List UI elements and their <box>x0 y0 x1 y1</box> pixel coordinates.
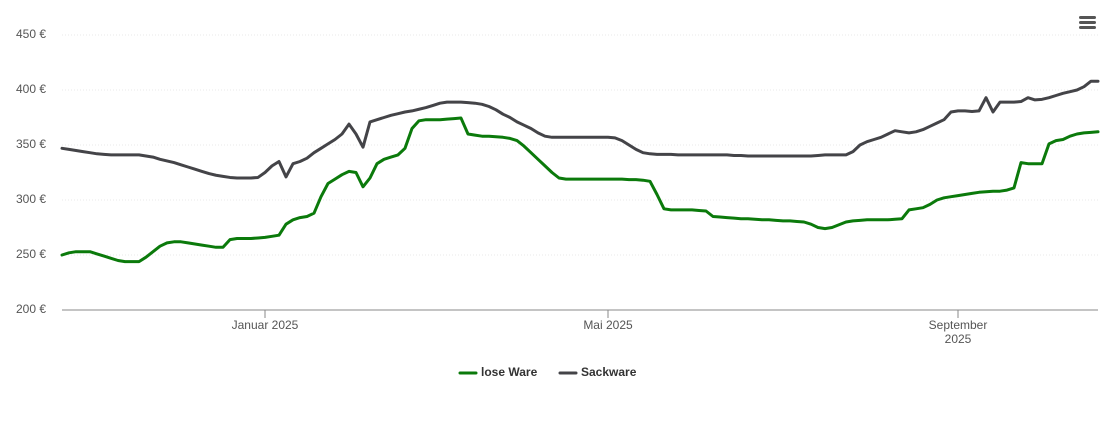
x-tick-label: Mai 2025 <box>583 318 633 332</box>
menu-bar <box>1079 21 1096 24</box>
y-tick-label: 300 € <box>16 192 46 206</box>
x-tick-label: Januar 2025 <box>231 318 299 332</box>
y-tick-label: 250 € <box>16 247 46 261</box>
y-tick-label: 350 € <box>16 137 46 151</box>
line-series <box>60 116 1100 264</box>
y-tick-label: 450 € <box>16 27 46 41</box>
menu-bar <box>1079 26 1096 29</box>
legend-label: lose Ware <box>481 365 538 379</box>
line-series <box>60 79 1100 180</box>
y-tick-label: 200 € <box>16 302 46 316</box>
menu-icon[interactable] <box>1079 16 1096 29</box>
y-tick-label: 400 € <box>16 82 46 96</box>
menu-bar <box>1079 16 1096 19</box>
x-tick-label: September 2025 <box>928 318 988 346</box>
legend-label: Sackware <box>581 365 637 379</box>
